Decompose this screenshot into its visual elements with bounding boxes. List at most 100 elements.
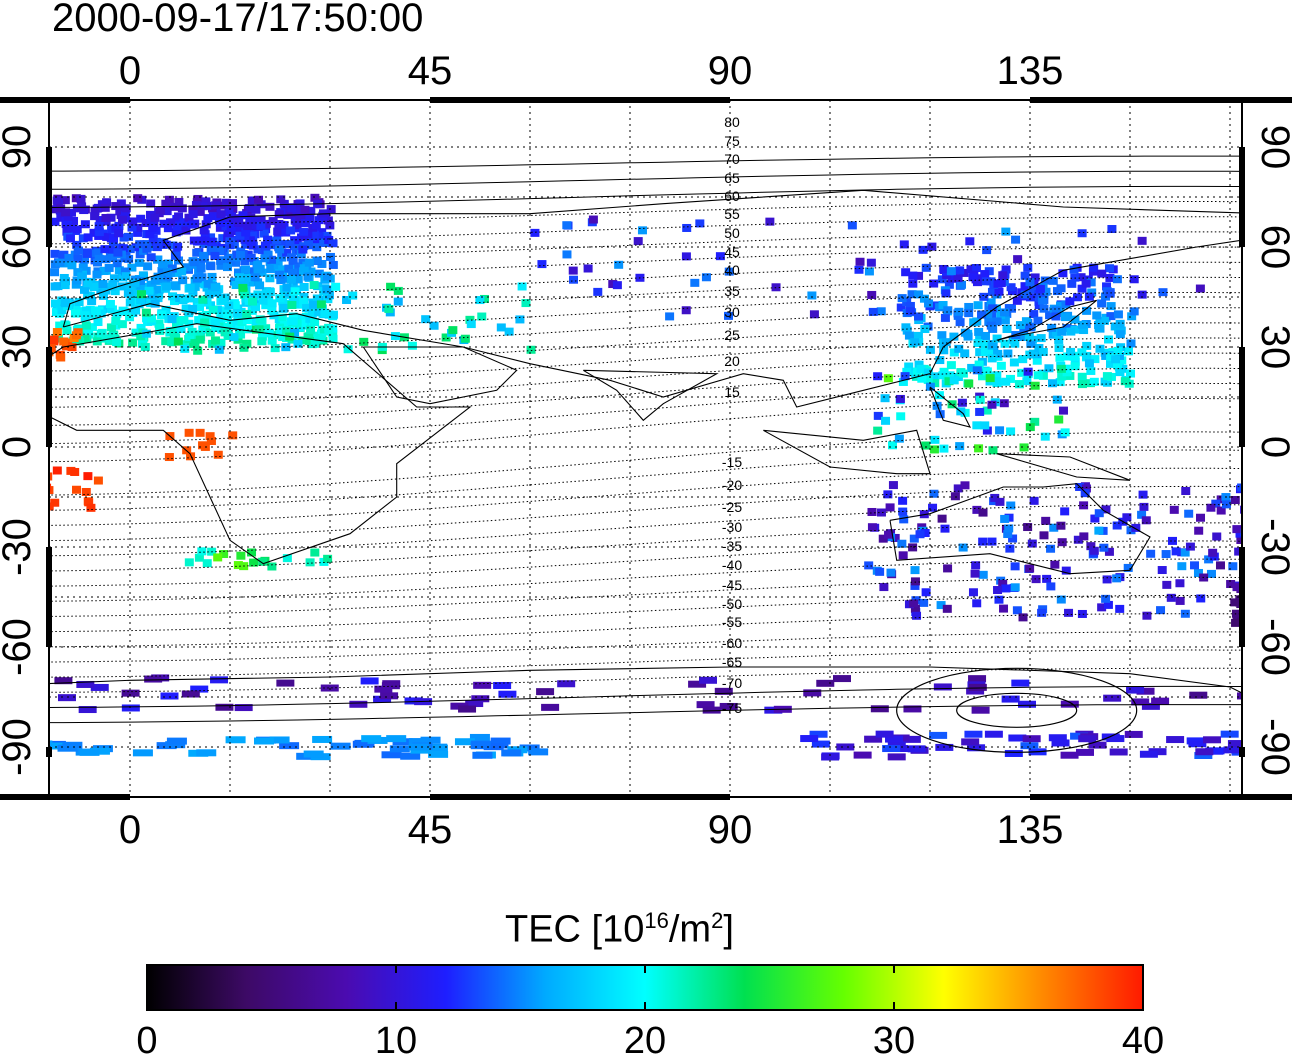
tec-cell: [914, 312, 924, 321]
tec-cell: [94, 222, 104, 231]
tec-cell: [255, 315, 265, 324]
tec-cell: [361, 735, 382, 743]
tec-cell: [637, 226, 647, 235]
tec-cell: [1208, 548, 1218, 557]
tec-cell: [1094, 526, 1104, 535]
tec-cell: [181, 690, 200, 698]
tec-cell: [947, 274, 957, 283]
tec-cell: [306, 325, 316, 334]
tec-cell: [82, 306, 92, 315]
contour-label: -45: [722, 577, 742, 593]
tec-cell: [905, 301, 915, 310]
tec-cell: [118, 244, 128, 253]
tec-cell: [194, 316, 204, 325]
tec-cell: [190, 685, 209, 693]
tec-cell: [914, 290, 924, 299]
tec-cell: [125, 298, 135, 307]
tec-cell: [286, 275, 296, 284]
tec-cell: [1194, 751, 1213, 759]
tec-cell: [100, 245, 110, 254]
tec-cell: [800, 735, 819, 743]
contour-label: -70: [722, 675, 742, 691]
tec-cell: [150, 276, 160, 285]
tec-cell: [90, 207, 100, 216]
frame-bar: [430, 97, 730, 103]
tec-cell: [288, 280, 298, 289]
tec-cell: [929, 489, 939, 498]
tec-cell: [1018, 355, 1028, 364]
tec-cell: [614, 260, 624, 269]
top-longitude-ticks: 04590135180-135-90-45: [119, 49, 1064, 93]
tec-cell: [724, 267, 734, 276]
tec-cell: [881, 416, 891, 425]
tec-cell: [968, 273, 978, 282]
tec-cell: [1256, 691, 1274, 698]
tec-cell: [864, 735, 883, 743]
tec-cell: [136, 296, 146, 305]
tec-cell: [322, 231, 332, 240]
tec-cell: [174, 212, 184, 221]
tec-cell: [1029, 496, 1039, 505]
tec-cell: [1166, 736, 1185, 744]
tec-cell: [930, 372, 940, 381]
tec-cell: [1037, 608, 1047, 617]
tec-cell: [1052, 395, 1062, 404]
tec-cell: [121, 689, 140, 697]
tec-cell: [282, 283, 292, 292]
tec-cell: [181, 226, 191, 235]
tec-cell: [460, 334, 470, 343]
tec-cell: [883, 374, 893, 383]
tec-cell: [854, 265, 864, 274]
tec-cell: [1022, 735, 1041, 743]
tec-cell: [1055, 378, 1065, 387]
tec-cell: [93, 248, 103, 257]
tec-cell: [236, 330, 246, 339]
tec-cell: [1136, 687, 1155, 695]
tec-cell: [1070, 315, 1080, 324]
tec-cell: [147, 293, 157, 302]
tec-cell: [216, 218, 226, 227]
tec-cell: [479, 294, 489, 303]
contour-line: [49, 449, 1242, 511]
tec-cell: [949, 332, 959, 341]
tec-cell: [530, 228, 540, 237]
tec-cell: [945, 371, 955, 380]
tec-cell: [404, 697, 423, 705]
tec-cell: [847, 221, 857, 230]
tec-cell: [1104, 547, 1114, 556]
tec-cell: [331, 282, 341, 291]
tec-cell: [1077, 372, 1087, 381]
tec-cell: [1084, 359, 1094, 368]
tec-cell: [254, 195, 264, 204]
tec-cell: [1045, 311, 1055, 320]
tec-cell: [898, 551, 908, 560]
tec-cell: [960, 349, 970, 358]
tec-cell: [937, 331, 947, 340]
colorbar-tick-label: 0: [136, 1020, 157, 1057]
tec-cell: [1236, 692, 1242, 700]
tec-cell: [1202, 736, 1221, 744]
tec-cell: [260, 241, 270, 250]
tec-cell: [65, 234, 75, 243]
tec-cell: [1181, 487, 1191, 496]
tec-cell: [171, 228, 181, 237]
tec-cell: [987, 287, 997, 296]
tec-cell: [389, 745, 410, 753]
tec-cell: [163, 259, 173, 268]
tec-cell: [62, 227, 72, 236]
tec-cell: [165, 218, 175, 227]
tec-cell: [63, 218, 73, 227]
tec-cell: [975, 348, 985, 357]
tec-cell: [72, 485, 82, 494]
colorbar-tick-labels: 0 10 20 30 40: [136, 1020, 1164, 1057]
tec-cell: [936, 601, 946, 610]
tec-cell: [898, 377, 908, 386]
tec-cell: [243, 222, 253, 231]
tec-cell: [1151, 697, 1170, 705]
tec-cell: [310, 548, 320, 557]
tec-cell: [981, 277, 991, 286]
tec-cell: [70, 309, 80, 318]
tec-cell: [136, 290, 146, 299]
tec-cell: [944, 377, 954, 386]
tec-cell: [190, 282, 200, 291]
